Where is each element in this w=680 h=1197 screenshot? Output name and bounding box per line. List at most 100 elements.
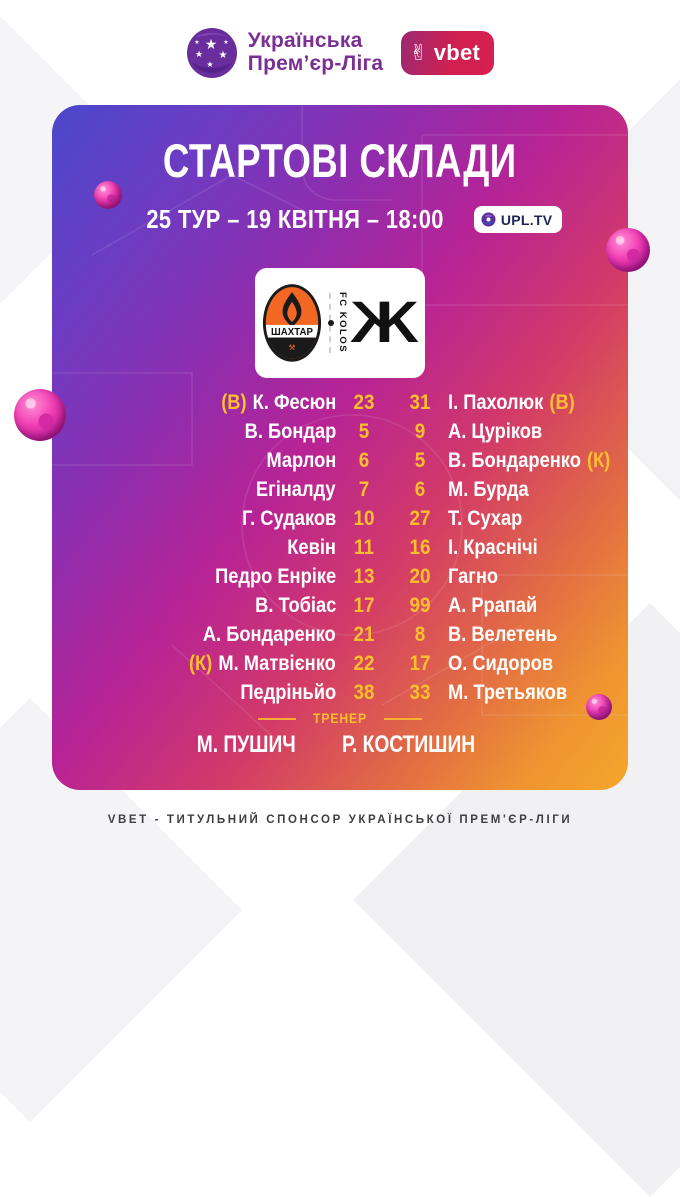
- home-coach-name: М. ПУШИЧ: [196, 731, 296, 758]
- decor-ball-icon: [586, 694, 612, 720]
- coach-label-line: [384, 717, 422, 720]
- lineup-row: В. Тобіас 17 99 А. Ррапай: [132, 591, 628, 620]
- captain-marker: (К): [189, 651, 213, 675]
- home-player: В. Бондар: [132, 420, 336, 444]
- home-player-number: 13: [353, 564, 375, 588]
- away-player: А. Ррапай: [448, 594, 628, 618]
- away-player-number: 9: [414, 419, 426, 443]
- away-player-number: 27: [409, 506, 431, 530]
- player-name: В. Тобіас: [254, 593, 336, 617]
- league-name: Українська Прем’єр-Ліга: [247, 28, 384, 75]
- home-player: Кевін: [132, 536, 336, 560]
- lineup-row: Марлон 6 5 В. Бондаренко (К): [132, 446, 628, 475]
- away-player: А. Цуріков: [448, 420, 628, 444]
- away-player-number: 6: [414, 477, 426, 501]
- lineup-row: (К) М. Матвієнко 22 17 О. Сидоров: [132, 649, 628, 678]
- away-player-number: 16: [409, 535, 431, 559]
- home-player-number: 17: [353, 593, 375, 617]
- upl-tv-badge: UPL.TV: [473, 206, 563, 233]
- lineups-table: (В) К. Фесюн 23 31 І. Пахолюк (В) В. Бонда…: [132, 388, 628, 707]
- league-name-line2: Прем’єр-Ліга: [247, 51, 384, 75]
- lineup-row: А. Бондаренко 21 8 В. Велетень: [132, 620, 628, 649]
- lineup-row: Кевін 11 16 І. Краснічі: [132, 533, 628, 562]
- coach-label-row: ТРЕНЕР: [52, 711, 628, 726]
- away-player: В. Бондаренко (К): [448, 449, 628, 473]
- home-player: Егіналду: [132, 478, 336, 502]
- vbet-wordmark: vbet: [433, 39, 481, 65]
- header: ★ ★ ★ ★ ★ ★ Українська Прем’єр-Ліга ✌ vb…: [0, 0, 680, 105]
- vbet-hand-icon: ✌: [409, 39, 428, 65]
- home-player-number: 23: [353, 390, 375, 414]
- kolos-vertical-label: FC KOLOS: [337, 292, 349, 354]
- pitch-lines-decor: [52, 105, 628, 746]
- home-player: Г. Судаков: [132, 507, 336, 531]
- away-player: М. Третьяков: [448, 681, 628, 705]
- svg-text:★: ★: [206, 60, 213, 69]
- card-title-row: СТАРТОВІ СКЛАДИ: [52, 133, 628, 188]
- svg-text:★: ★: [195, 49, 203, 59]
- upl-tv-label: UPL.TV: [500, 211, 553, 228]
- player-name: В. Велетень: [448, 622, 558, 646]
- player-name: Т. Сухар: [448, 506, 523, 530]
- lineup-row: Педріньйо 38 33 М. Третьяков: [132, 678, 628, 707]
- lineup-row: В. Бондар 5 9 А. Цуріков: [132, 417, 628, 446]
- home-player: В. Тобіас: [132, 594, 336, 618]
- coach-label-line: [257, 717, 296, 720]
- away-player-number: 33: [409, 680, 431, 704]
- svg-text:★: ★: [194, 39, 199, 46]
- upl-ball-icon: ★ ★ ★ ★ ★ ★: [186, 27, 237, 78]
- player-name: М. Матвієнко: [218, 651, 336, 675]
- away-player: Т. Сухар: [448, 507, 628, 531]
- player-name: А. Бондаренко: [203, 622, 336, 646]
- home-player: А. Бондаренко: [132, 623, 336, 647]
- home-player: Педро Енріке: [132, 565, 336, 589]
- kolos-monogram: K K: [350, 290, 419, 355]
- upl-league-logo: ★ ★ ★ ★ ★ ★ Українська Прем’єр-Ліга: [186, 27, 384, 79]
- kolos-k-mirrored: K: [350, 290, 393, 355]
- player-name: В. Бондар: [244, 419, 336, 443]
- player-name: В. Бондаренко: [448, 448, 581, 472]
- upl-tv-ball-icon: [481, 212, 496, 227]
- home-player-number: 5: [358, 419, 370, 443]
- footer: VBET - ТИТУЛЬНИЙ СПОНСОР УКРАЇНСЬКОЇ ПРЕ…: [0, 790, 680, 850]
- away-player-number: 8: [414, 622, 426, 646]
- page-title: СТАРТОВІ СКЛАДИ: [163, 134, 517, 187]
- lineup-row: Егіналду 7 6 М. Бурда: [132, 475, 628, 504]
- player-name: Марлон: [266, 448, 336, 472]
- player-name: А. Ррапай: [448, 593, 538, 617]
- logos-divider: [328, 293, 335, 353]
- lineup-row: (В) К. Фесюн 23 31 І. Пахолюк (В): [132, 388, 628, 417]
- home-player-number: 11: [354, 535, 374, 559]
- svg-text:★: ★: [218, 50, 227, 61]
- shakhtar-logo: ШАХТАР ⚒: [262, 284, 322, 362]
- match-info: 25 ТУР – 19 КВІТНЯ – 18:00: [145, 204, 444, 234]
- player-name: К. Фесюн: [252, 390, 336, 414]
- home-player: (К) М. Матвієнко: [132, 652, 336, 676]
- player-name: М. Третьяков: [448, 680, 568, 704]
- player-name: Педро Енріке: [214, 564, 336, 588]
- home-player: Педріньйо: [132, 681, 336, 705]
- away-player: Гагно: [448, 565, 628, 589]
- player-name: О. Сидоров: [448, 651, 554, 675]
- league-name-line1: Українська: [247, 28, 363, 52]
- away-player: М. Бурда: [448, 478, 628, 502]
- coach-label: ТРЕНЕР: [312, 711, 367, 726]
- home-player-number: 10: [353, 506, 375, 530]
- away-player: І. Пахолюк (В): [448, 391, 628, 415]
- home-player: Марлон: [132, 449, 336, 473]
- player-name: Кевін: [287, 535, 336, 559]
- away-coach-name: Р. КОСТИШИН: [341, 731, 475, 758]
- gk-marker: (В): [220, 390, 247, 414]
- sponsor-text: VBET - ТИТУЛЬНИЙ СПОНСОР УКРАЇНСЬКОЇ ПРЕ…: [107, 814, 573, 826]
- player-name: Гагно: [448, 564, 499, 588]
- lineup-row: Педро Енріке 13 20 Гагно: [132, 562, 628, 591]
- away-player: О. Сидоров: [448, 652, 628, 676]
- away-player-number: 17: [409, 651, 431, 675]
- team-logos-panel: ШАХТАР ⚒ FC KOLOS K K: [255, 268, 425, 378]
- decor-ball-icon: [606, 228, 650, 272]
- player-name: Педріньйо: [240, 680, 336, 704]
- svg-text:★: ★: [205, 36, 218, 52]
- away-player-number: 20: [409, 564, 431, 588]
- coach-names-row: М. ПУШИЧ Р. КОСТИШИН: [52, 731, 628, 759]
- home-player-number: 7: [358, 477, 370, 501]
